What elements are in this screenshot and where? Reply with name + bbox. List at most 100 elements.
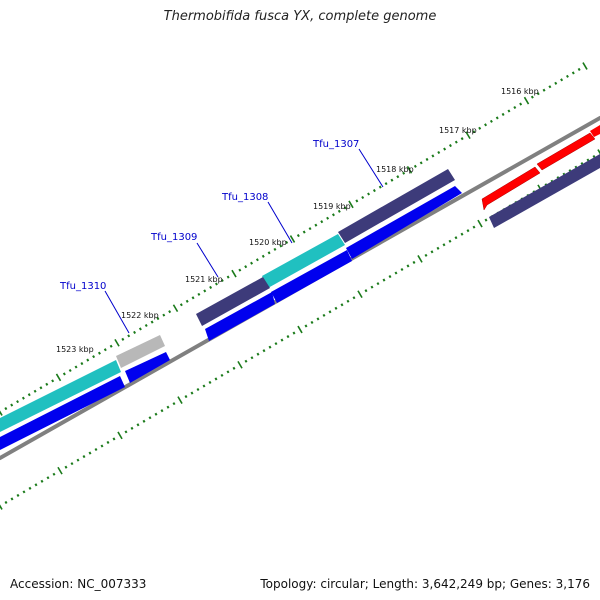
tick-minor — [94, 447, 98, 452]
gene-label-tfu-1309[interactable]: Tfu_1309 — [150, 232, 197, 243]
tick-minor — [191, 296, 195, 300]
tick-minor — [197, 292, 201, 296]
tick-minor — [142, 419, 146, 423]
gene-block-navy-1307[interactable] — [338, 169, 455, 243]
tick-minor — [384, 182, 388, 186]
tick-minor — [484, 123, 488, 127]
tick-minor — [396, 175, 400, 179]
tick-minor — [68, 368, 72, 373]
tick-minor — [560, 78, 564, 82]
tick-minor — [292, 331, 296, 335]
tick-major — [57, 466, 63, 475]
tick-minor — [346, 299, 350, 303]
tick-minor — [310, 320, 314, 324]
kbp-label: 1518 kbp — [376, 165, 414, 174]
tick-minor — [138, 327, 142, 331]
gene-block-blue-1307[interactable] — [346, 186, 462, 259]
tick-minor — [88, 451, 92, 455]
tick-minor — [519, 102, 523, 106]
gene-label-tfu-1310[interactable]: Tfu_1310 — [59, 281, 106, 292]
tick-minor — [388, 275, 392, 279]
tick-minor — [507, 109, 511, 113]
tick-minor — [10, 497, 14, 501]
gene-block-gray-1310[interactable] — [116, 335, 165, 368]
tick-minor — [16, 400, 20, 404]
tick-minor — [406, 264, 410, 268]
tick-row-inner — [0, 149, 600, 510]
map-title: Thermobifida fusca YX, complete genome — [163, 9, 437, 24]
tick-minor — [133, 330, 137, 334]
tick-minor — [337, 209, 341, 213]
kbp-label: 1519 kbp — [313, 202, 351, 211]
leader-line-tfu-1310 — [104, 290, 130, 334]
tick-minor — [322, 313, 326, 317]
tick-minor — [372, 189, 376, 193]
gene-block-cyan-left[interactable] — [0, 360, 121, 432]
gene-block-navy-1309[interactable] — [196, 277, 270, 326]
gene-block-red-2[interactable] — [536, 132, 596, 171]
tick-minor — [184, 395, 188, 399]
kbp-label: 1520 kbp — [249, 238, 287, 247]
gene-block-red-3[interactable] — [590, 125, 600, 137]
tick-minor — [577, 67, 581, 72]
tick-minor — [154, 412, 158, 416]
leader-line-tfu-1307 — [358, 148, 384, 188]
leader-line-tfu-1308 — [267, 201, 293, 244]
tick-minor — [127, 334, 131, 338]
tick-minor — [279, 244, 283, 248]
tick-minor — [340, 303, 344, 307]
tick-minor — [495, 116, 499, 120]
tick-minor — [268, 345, 272, 349]
tick-minor — [179, 303, 183, 307]
tick-minor — [172, 402, 176, 406]
tick-minor — [250, 261, 254, 265]
tick-major — [55, 373, 62, 382]
tick-minor — [454, 236, 458, 240]
tick-minor — [448, 239, 452, 243]
tick-minor — [144, 323, 148, 328]
tick-minor — [501, 112, 505, 116]
tick-minor — [273, 247, 277, 251]
tick-minor — [285, 240, 289, 245]
gene-block-blue-1309[interactable] — [205, 292, 275, 341]
gene-block-navy-right[interactable] — [489, 154, 600, 228]
tick-minor — [64, 465, 68, 469]
tick-minor — [51, 379, 55, 383]
genome-summary-text: Topology: circular; Length: 3,642,249 bp… — [260, 577, 590, 591]
tick-major — [172, 304, 179, 313]
tick-minor — [45, 382, 49, 386]
tick-minor — [412, 260, 416, 264]
gene-label-tfu-1307[interactable]: Tfu_1307 — [312, 139, 359, 150]
tick-minor — [413, 164, 417, 168]
tick-minor — [382, 278, 386, 282]
tick-minor — [571, 71, 575, 75]
tick-minor — [214, 377, 218, 381]
tick-minor — [76, 458, 80, 462]
kbp-label: 1522 kbp — [121, 311, 159, 320]
gene-block-red-1[interactable] — [481, 166, 541, 211]
tick-minor — [304, 324, 308, 328]
tick-minor — [565, 74, 569, 78]
tick-minor — [220, 278, 224, 283]
tick-minor — [343, 206, 347, 210]
tick-minor — [109, 344, 113, 348]
tick-minor — [286, 335, 290, 339]
gene-block-blue-right-1310[interactable] — [125, 352, 170, 383]
tick-minor — [46, 476, 50, 480]
tick-minor — [424, 253, 428, 257]
tick-minor — [454, 140, 458, 144]
tick-minor — [443, 147, 447, 151]
tick-minor — [208, 380, 212, 384]
gene-label-leaders — [104, 148, 384, 334]
tick-minor — [28, 486, 32, 490]
gene-track — [0, 125, 600, 450]
gene-block-blue-left[interactable] — [0, 376, 125, 450]
tick-minor — [376, 282, 380, 286]
gene-block-cyan-1308[interactable] — [262, 234, 345, 288]
gene-label-tfu-1308[interactable]: Tfu_1308 — [221, 192, 268, 203]
tick-major — [582, 62, 588, 70]
tick-minor — [74, 365, 78, 369]
tick-minor — [302, 230, 306, 234]
tick-minor — [103, 348, 107, 352]
gene-block-blue-1308[interactable] — [271, 250, 352, 303]
